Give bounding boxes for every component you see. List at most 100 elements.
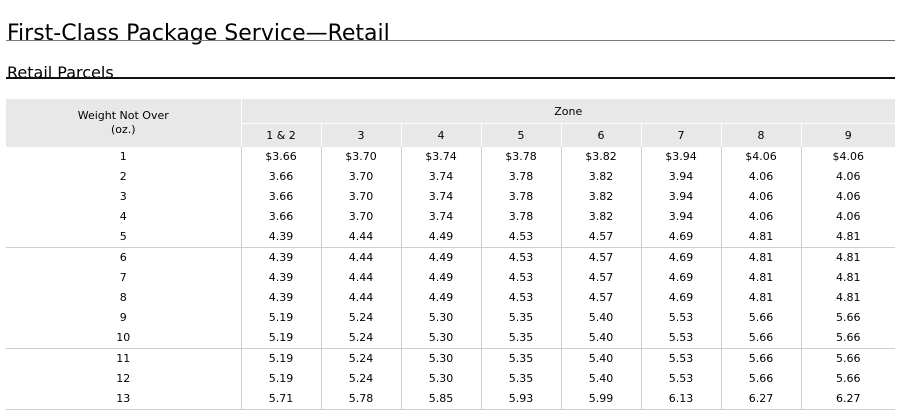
rate-cell: 4.06 (720, 187, 801, 207)
rate-cell: 4.81 (800, 288, 896, 308)
rate-cell: 3.78 (480, 167, 561, 187)
rate-cell: 5.93 (480, 389, 561, 410)
rate-cell: 5.19 (240, 308, 321, 328)
weight-cell: 7 (119, 271, 127, 284)
rate-cell: 5.66 (720, 328, 801, 349)
zone-header-cell: 7 (640, 123, 721, 147)
rate-cell: 3.94 (640, 187, 721, 207)
table-row: 13 5.71 5.78 5.85 5.93 5.99 6.13 6.27 6.27 (6, 389, 896, 410)
weight-cell: 2 (119, 170, 127, 183)
rate-cell: 3.66 (240, 167, 321, 187)
weight-header-label: Weight Not Over (77, 109, 169, 122)
table-row: 2 3.66 3.70 3.74 3.78 3.82 3.94 4.06 4.06 (6, 167, 896, 187)
rate-cell: 5.19 (240, 369, 321, 389)
rate-cell: 5.24 (320, 328, 401, 349)
rate-cell: 5.30 (400, 328, 481, 349)
rate-cell: 5.30 (400, 308, 481, 328)
rate-cell: 5.78 (320, 389, 401, 410)
table-row: 11 5.19 5.24 5.30 5.35 5.40 5.53 5.66 5.66 (6, 348, 896, 369)
rate-cell: 5.53 (640, 328, 721, 349)
rate-cell: 3.78 (480, 207, 561, 227)
rate-cell: 4.39 (240, 247, 321, 268)
table-row: 9 5.19 5.24 5.30 5.35 5.40 5.53 5.66 5.66 (6, 308, 896, 328)
weight-cell: 12 (116, 372, 131, 385)
rate-cell: 4.06 (800, 207, 896, 227)
rate-cell: 5.35 (480, 328, 561, 349)
rate-cell: 4.44 (320, 268, 401, 288)
rate-cell: 4.53 (480, 247, 561, 268)
rate-cell: 4.57 (560, 288, 641, 308)
rate-cell: 4.39 (240, 268, 321, 288)
rate-cell: $3.66 (240, 147, 321, 167)
rate-cell: 4.69 (640, 227, 721, 248)
weight-cell: 1 (119, 150, 127, 163)
weight-cell: 8 (119, 291, 127, 304)
rate-cell: 5.30 (400, 369, 481, 389)
rate-cell: 5.66 (800, 348, 896, 369)
weight-cell: 5 (119, 230, 127, 243)
page-title: First-Class Package Service—Retail (7, 20, 390, 46)
rate-cell: 3.94 (640, 167, 721, 187)
title-divider (6, 40, 895, 41)
rate-cell: 4.81 (720, 247, 801, 268)
rate-cell: 4.57 (560, 268, 641, 288)
rate-cell: 4.49 (400, 227, 481, 248)
rate-cell: 4.53 (480, 288, 561, 308)
rate-cell: 5.40 (560, 348, 641, 369)
rate-cell: 3.66 (240, 207, 321, 227)
rate-cell: 4.44 (320, 227, 401, 248)
rate-cell: 4.49 (400, 288, 481, 308)
rate-cell: 4.81 (800, 247, 896, 268)
weight-column-header: Weight Not Over (oz.) (6, 99, 242, 147)
rate-cell: $3.74 (400, 147, 481, 167)
rate-cell: 6.27 (720, 389, 801, 410)
rate-cell: 6.27 (800, 389, 896, 410)
rate-cell: 4.39 (240, 288, 321, 308)
table-row: 12 5.19 5.24 5.30 5.35 5.40 5.53 5.66 5.66 (6, 369, 896, 389)
table-row: 3 3.66 3.70 3.74 3.78 3.82 3.94 4.06 4.06 (6, 187, 896, 207)
rate-cell: 3.78 (480, 187, 561, 207)
rate-cell: 5.35 (480, 308, 561, 328)
rate-cell: 5.66 (720, 369, 801, 389)
rate-cell: 3.70 (320, 207, 401, 227)
rate-cell: 3.82 (560, 207, 641, 227)
rate-cell: 5.40 (560, 308, 641, 328)
rate-cell: 5.53 (640, 369, 721, 389)
rate-cell: 4.49 (400, 268, 481, 288)
weight-cell: 10 (116, 331, 131, 344)
rate-cell: 4.81 (720, 288, 801, 308)
rate-cell: 5.19 (240, 328, 321, 349)
rate-cell: 5.30 (400, 348, 481, 369)
weight-cell: 11 (6, 348, 241, 369)
zone-header-cell: 9 (800, 123, 896, 147)
rate-cell: 4.06 (720, 207, 801, 227)
rate-cell: $3.70 (320, 147, 401, 167)
table-row: 5 4.39 4.44 4.49 4.53 4.57 4.69 4.81 4.81 (6, 227, 896, 248)
rate-cell: 3.94 (640, 207, 721, 227)
rate-cell: 4.39 (240, 227, 321, 248)
rate-cell: $4.06 (720, 147, 801, 167)
rate-cell: 5.53 (640, 308, 721, 328)
weight-cell: 4 (119, 210, 127, 223)
zone-header-cell: 1 & 2 (241, 123, 321, 147)
rate-cell: 4.53 (480, 227, 561, 248)
rate-cell: 5.24 (320, 369, 401, 389)
rate-cell: 5.35 (480, 369, 561, 389)
rate-cell: 5.66 (800, 369, 896, 389)
rate-cell: 4.69 (640, 268, 721, 288)
rate-cell: 4.06 (720, 167, 801, 187)
rate-cell: 4.06 (800, 187, 896, 207)
rate-cell: 3.70 (320, 187, 401, 207)
rate-cell: 4.69 (640, 247, 721, 268)
weight-cell: 3 (119, 190, 127, 203)
table-row: 1 $3.66 $3.70 $3.74 $3.78 $3.82 $3.94 $4.06 $4.0… (6, 147, 896, 167)
rate-cell: 3.74 (400, 207, 481, 227)
weight-header-unit: (oz.) (110, 123, 136, 136)
table-body: 1 $3.66 $3.70 $3.74 $3.78 $3.82 $3.94 $4.06 $4.0… (6, 147, 896, 410)
rate-cell: 4.57 (560, 247, 641, 268)
rate-cell: 3.70 (320, 167, 401, 187)
zone-header-cell: 4 (400, 123, 481, 147)
